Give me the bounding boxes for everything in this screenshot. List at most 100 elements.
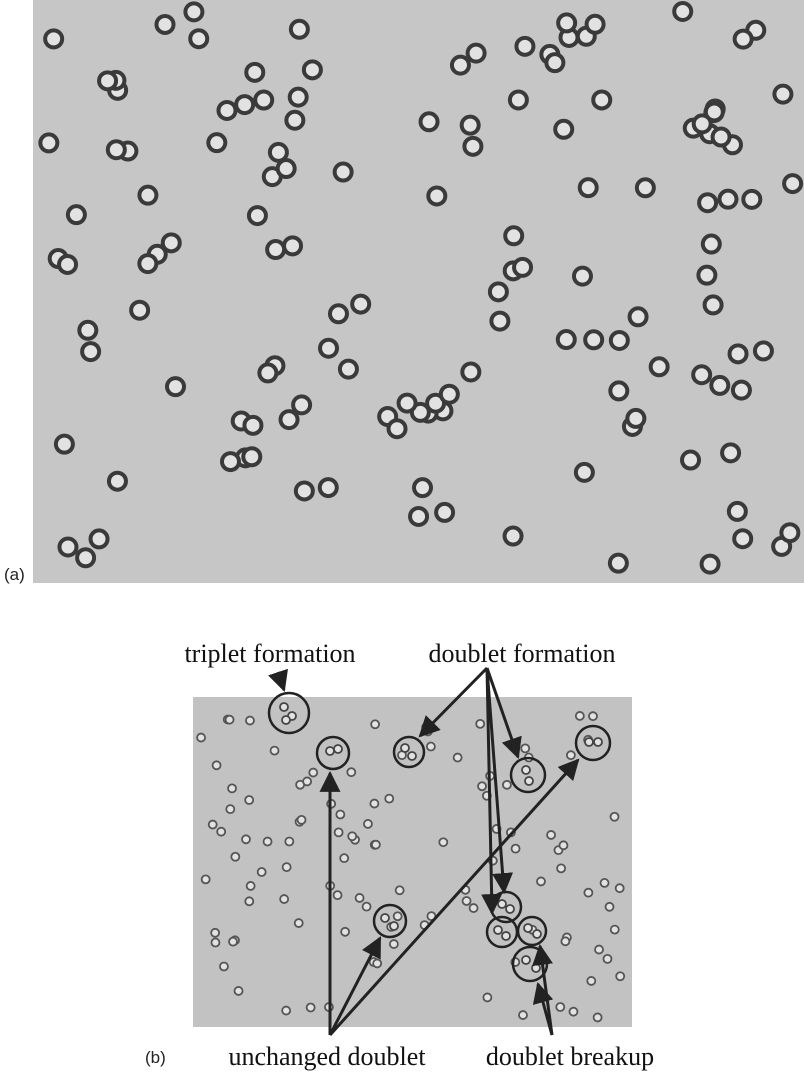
particle: [470, 904, 478, 912]
particle: [281, 411, 298, 428]
particle: [211, 939, 219, 947]
particle: [491, 313, 508, 330]
particle: [259, 364, 276, 381]
panel-label: (a): [4, 565, 25, 584]
particle: [282, 1007, 290, 1015]
particle: [755, 342, 772, 359]
particle: [532, 964, 540, 972]
particle: [589, 712, 597, 720]
particle: [610, 555, 627, 572]
particle: [476, 720, 484, 728]
particle: [213, 761, 221, 769]
panel-label: (b): [145, 1048, 166, 1067]
particle: [576, 712, 584, 720]
particle: [156, 16, 173, 33]
particle: [503, 781, 511, 789]
particle: [521, 744, 529, 752]
particle: [606, 903, 614, 911]
particle: [505, 227, 522, 244]
particle: [247, 882, 255, 890]
particle: [587, 977, 595, 985]
figure: (a) triplet formation doublet formation …: [0, 0, 804, 1079]
particle: [522, 956, 530, 964]
particle: [59, 539, 76, 556]
particle: [226, 805, 234, 813]
particle: [505, 528, 522, 545]
particle: [91, 530, 108, 547]
particle: [514, 259, 531, 276]
particle: [580, 179, 597, 196]
particle: [285, 838, 293, 846]
particle: [730, 345, 747, 362]
particle: [722, 444, 739, 461]
particle: [244, 417, 261, 434]
particle: [381, 914, 389, 922]
particle: [303, 777, 311, 785]
particle: [427, 743, 435, 751]
particle: [296, 482, 313, 499]
particle: [703, 236, 720, 253]
particle: [410, 508, 427, 525]
particle: [99, 72, 116, 89]
particle: [699, 194, 716, 211]
particle: [291, 21, 308, 38]
particle: [249, 207, 266, 224]
particle: [510, 91, 527, 108]
particle: [245, 897, 253, 905]
particle: [743, 191, 760, 208]
particle: [290, 89, 307, 106]
micrograph-b: [193, 697, 632, 1027]
particle: [502, 932, 510, 940]
particle: [441, 386, 458, 403]
annotation: doublet breakup: [486, 1042, 654, 1071]
particle: [601, 879, 609, 887]
particle: [585, 738, 593, 746]
particle: [603, 955, 611, 963]
particle: [498, 900, 506, 908]
particle: [335, 828, 343, 836]
particle: [364, 820, 372, 828]
particle: [229, 938, 237, 946]
particle: [326, 747, 334, 755]
particle: [372, 841, 380, 849]
particle: [373, 959, 381, 967]
particle: [558, 331, 575, 348]
particle: [593, 91, 610, 108]
particle: [713, 129, 730, 146]
particle: [483, 993, 491, 1001]
particle: [320, 340, 337, 357]
particle: [348, 832, 356, 840]
particle: [533, 930, 541, 938]
particle: [222, 453, 239, 470]
particle: [282, 716, 290, 724]
particle: [682, 452, 699, 469]
particle: [630, 308, 647, 325]
particle: [45, 30, 62, 47]
particle: [394, 912, 402, 920]
particle: [131, 302, 148, 319]
annotation: doublet formation: [428, 639, 615, 668]
particle: [399, 395, 416, 412]
particle: [163, 234, 180, 251]
particle: [283, 863, 291, 871]
particle: [356, 894, 364, 902]
particle: [334, 891, 342, 899]
particle: [574, 268, 591, 285]
particle: [264, 838, 272, 846]
annotation: triplet formation: [184, 639, 355, 668]
particle: [490, 283, 507, 300]
particle: [478, 782, 486, 790]
particle: [255, 92, 272, 109]
particle: [330, 305, 347, 322]
particle: [627, 410, 644, 427]
particle: [557, 864, 565, 872]
particle: [352, 296, 369, 313]
particle: [340, 361, 357, 378]
particle: [522, 766, 530, 774]
particle: [185, 3, 202, 20]
particle: [734, 530, 751, 547]
particle: [587, 16, 604, 33]
particle: [226, 716, 234, 724]
particle: [245, 796, 253, 804]
particle: [705, 296, 722, 313]
